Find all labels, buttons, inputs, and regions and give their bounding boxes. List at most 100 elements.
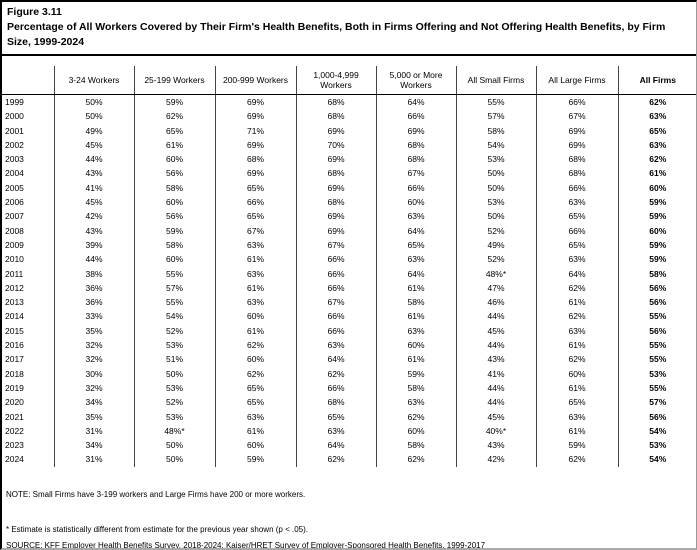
value-cell: 52% <box>455 252 536 267</box>
year-cell: 2002 <box>5 139 24 150</box>
value-cell: 32% <box>53 338 134 353</box>
value-cell: 65% <box>535 237 618 253</box>
value-cell: 63% <box>375 395 456 410</box>
value-cell: 36% <box>53 280 134 296</box>
value-cell: 68% <box>295 166 376 181</box>
value-cell: 58% <box>133 237 215 253</box>
table-note: NOTE: Small Firms have 3-199 workers and… <box>6 489 306 499</box>
value-cell: 58% <box>375 295 456 310</box>
year-cell: 2004 <box>5 168 24 179</box>
value-cell: 51% <box>133 352 215 367</box>
year-cell: 2003 <box>5 154 24 165</box>
value-cell: 64% <box>375 223 456 238</box>
value-cell: 54% <box>617 423 696 439</box>
value-cell: 60% <box>375 195 456 210</box>
value-cell: 60% <box>133 195 215 210</box>
value-cell: 57% <box>455 109 536 124</box>
value-cell: 66% <box>295 252 376 267</box>
value-cell: 66% <box>295 309 376 324</box>
value-cell: 50% <box>455 166 536 181</box>
figure-label: Figure 3.11 <box>7 6 62 18</box>
table-row: 2011 38% 55% 63% 66% 64% 48%* 64% 58% <box>2 266 696 281</box>
value-cell: 45% <box>455 323 536 339</box>
value-cell: 66% <box>295 323 376 339</box>
table-row: 1999 50% 59% 69% 68% 64% 55% 66% 62% <box>2 94 696 110</box>
column-header: 25-199 Workers <box>133 66 215 95</box>
value-cell: 55% <box>617 338 696 353</box>
column-header: 200-999 Workers <box>214 66 296 95</box>
year-cell: 2000 <box>5 111 24 122</box>
value-cell: 59% <box>133 94 215 110</box>
value-cell: 65% <box>214 395 296 410</box>
year-cell: 2023 <box>5 440 24 451</box>
value-cell: 59% <box>617 237 696 253</box>
value-cell: 52% <box>455 223 536 238</box>
value-cell: 64% <box>375 94 456 110</box>
table-row: 2003 44% 60% 68% 69% 68% 53% 68% 62% <box>2 152 696 167</box>
footnotes: NOTE: Small Firms have 3-199 workers and… <box>2 489 696 548</box>
value-cell: 67% <box>375 166 456 181</box>
value-cell: 33% <box>53 309 134 324</box>
value-cell: 65% <box>535 395 618 410</box>
table-header: 3-24 Workers 25-199 Workers 200-999 Worker… <box>2 66 696 95</box>
value-cell: 59% <box>214 452 296 467</box>
value-cell: 50% <box>455 209 536 224</box>
value-cell: 58% <box>455 123 536 138</box>
value-cell: 44% <box>53 152 134 167</box>
value-cell: 62% <box>295 366 376 381</box>
value-cell: 65% <box>214 209 296 224</box>
value-cell: 53% <box>455 152 536 167</box>
value-cell: 38% <box>53 266 134 281</box>
value-cell: 66% <box>295 266 376 281</box>
value-cell: 40%* <box>455 423 536 439</box>
value-cell: 41% <box>53 180 134 196</box>
value-cell: 63% <box>375 209 456 224</box>
table-row: 2009 39% 58% 63% 67% 65% 49% 65% 59% <box>2 237 696 253</box>
value-cell: 54% <box>617 452 696 467</box>
value-cell: 69% <box>214 109 296 124</box>
value-cell: 50% <box>53 109 134 124</box>
value-cell: 68% <box>535 152 618 167</box>
value-cell: 60% <box>214 438 296 453</box>
value-cell: 63% <box>535 252 618 267</box>
value-cell: 55% <box>617 309 696 324</box>
table-row: 2008 43% 59% 67% 69% 64% 52% 66% 60% <box>2 223 696 238</box>
data-table: 3-24 Workers 25-199 Workers 200-999 Worker… <box>2 66 696 467</box>
value-cell: 50% <box>53 94 134 110</box>
value-cell: 56% <box>617 323 696 339</box>
value-cell: 31% <box>53 423 134 439</box>
table-row: 2013 36% 55% 63% 67% 58% 46% 61% 56% <box>2 295 696 310</box>
value-cell: 68% <box>295 109 376 124</box>
year-cell: 2019 <box>5 382 24 393</box>
value-cell: 61% <box>535 338 618 353</box>
corner-cell <box>2 66 54 95</box>
value-cell: 43% <box>455 438 536 453</box>
year-cell: 2007 <box>5 211 24 222</box>
value-cell: 35% <box>53 323 134 339</box>
value-cell: 50% <box>133 438 215 453</box>
table-row: 2002 45% 61% 69% 70% 68% 54% 69% 63% <box>2 137 696 153</box>
year-cell: 2018 <box>5 368 24 379</box>
year-cell: 2021 <box>5 411 24 422</box>
year-cell: 2008 <box>5 225 24 236</box>
table-row: 2004 43% 56% 69% 68% 67% 50% 68% 61% <box>2 166 696 181</box>
year-cell: 2006 <box>5 197 24 208</box>
value-cell: 64% <box>295 438 376 453</box>
value-cell: 65% <box>214 380 296 396</box>
table-row: 2016 32% 53% 62% 63% 60% 44% 61% 55% <box>2 338 696 353</box>
figure-title: Percentage of All Workers Covered by The… <box>7 21 666 48</box>
value-cell: 66% <box>375 109 456 124</box>
value-cell: 63% <box>535 323 618 339</box>
table-row: 2015 35% 52% 61% 66% 63% 45% 63% 56% <box>2 323 696 339</box>
value-cell: 61% <box>214 423 296 439</box>
table-body: 1999 50% 59% 69% 68% 64% 55% 66% 62% 2000 50% 62% 69… <box>2 94 696 467</box>
year-cell: 2014 <box>5 311 24 322</box>
value-cell: 54% <box>455 137 536 153</box>
value-cell: 60% <box>375 338 456 353</box>
value-cell: 69% <box>535 137 618 153</box>
column-header: 5,000 or More Workers <box>375 66 456 95</box>
value-cell: 53% <box>133 380 215 396</box>
table-row: 2018 30% 50% 62% 62% 59% 41% 60% 53% <box>2 366 696 381</box>
value-cell: 60% <box>133 252 215 267</box>
